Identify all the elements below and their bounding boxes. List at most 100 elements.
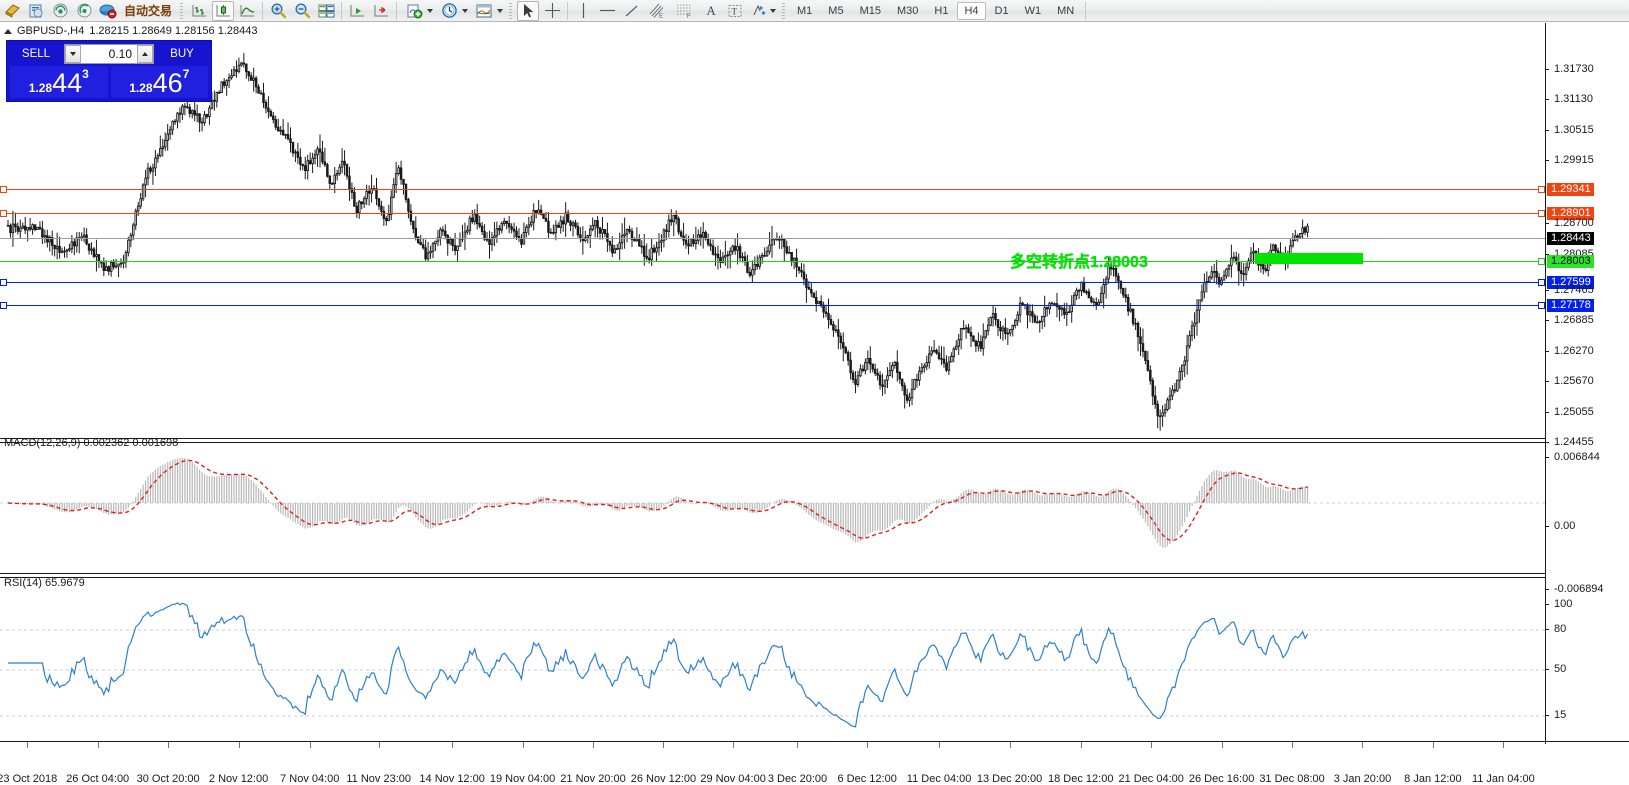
buy-price-sup: 7 <box>182 67 190 81</box>
hline-handle-4[interactable] <box>1538 279 1545 286</box>
annotation-rectangle[interactable] <box>1255 253 1363 264</box>
hline-1-27599[interactable] <box>0 279 1545 286</box>
time-axis-tick <box>1080 742 1082 748</box>
time-axis-label: 13 Dec 20:00 <box>976 773 1043 785</box>
time-axis-tick <box>168 742 170 748</box>
price-badge-1-28443[interactable]: 1.28443 <box>1547 232 1594 245</box>
price-badge-1-28003[interactable]: 1.28003 <box>1547 255 1594 268</box>
hline-1-29341[interactable] <box>0 186 1545 193</box>
open-folder-icon[interactable] <box>25 1 47 21</box>
hline-1-27178[interactable] <box>0 302 1545 309</box>
hline-1-28901[interactable] <box>0 210 1545 217</box>
price-axis-label: 1.26270 <box>1554 345 1594 357</box>
print-preview-icon[interactable] <box>49 1 71 21</box>
cursor-icon[interactable] <box>517 0 540 21</box>
vertical-line-icon[interactable] <box>572 1 594 21</box>
time-axis-label: 11 Dec 04:00 <box>906 773 972 785</box>
zoom-out-icon[interactable] <box>291 1 313 21</box>
hline-handle-5[interactable] <box>1538 302 1545 309</box>
time-axis-label: 6 Dec 12:00 <box>837 773 897 785</box>
line-chart-icon[interactable] <box>236 1 258 21</box>
time-axis-label: 26 Oct 04:00 <box>66 773 130 785</box>
buy-price-display[interactable]: 1.28 46 7 <box>110 66 208 98</box>
bar-chart-icon[interactable] <box>188 1 210 21</box>
timeframe-m5[interactable]: M5 <box>828 4 844 17</box>
timeframe-m15[interactable]: M15 <box>859 4 881 17</box>
timeframe-m30[interactable]: M30 <box>896 4 919 17</box>
toolbar-separator <box>180 2 184 19</box>
hline-current-price <box>0 238 1545 239</box>
rsi-axis-label: 15 <box>1554 709 1567 721</box>
pane-separator-macd-b <box>0 574 1545 575</box>
timeframe-m1[interactable]: M1 <box>797 4 813 17</box>
timeframe-group[interactable]: M1 M5 M15 M30 H1 H4 D1 W1 MN <box>789 1 1082 20</box>
sell-price-display[interactable]: 1.28 44 3 <box>10 66 108 98</box>
rsi-label[interactable]: RSI(14) 65.9679 <box>4 577 85 589</box>
buy-button[interactable]: BUY <box>156 43 208 64</box>
crosshair-icon[interactable] <box>541 1 563 21</box>
fibonacci-icon[interactable]: F <box>672 1 698 21</box>
volume-value[interactable]: 0.10 <box>108 46 132 61</box>
hline-1-28003[interactable] <box>0 258 1545 265</box>
volume-increment-button[interactable] <box>137 44 153 63</box>
chevron-down-icon-3[interactable] <box>497 8 504 13</box>
trendline-icon[interactable] <box>620 1 642 21</box>
sell-button[interactable]: SELL <box>10 43 62 64</box>
shapes-icon[interactable] <box>748 1 770 21</box>
candlestick-chart-icon[interactable] <box>212 0 235 21</box>
time-axis-label: 18 Dec 12:00 <box>1048 773 1114 785</box>
timeframe-mn[interactable]: MN <box>1057 4 1075 17</box>
macd-axis-label-tick <box>1545 457 1549 458</box>
volume-input[interactable]: 0.10 <box>64 43 154 64</box>
price-badge-1-27178[interactable]: 1.27178 <box>1547 299 1594 312</box>
chart-shift-icon[interactable] <box>370 1 392 21</box>
templates-icon[interactable] <box>471 1 497 21</box>
sell-price-lead: 1.28 <box>28 81 53 95</box>
time-axis-label: 3 Jan 20:00 <box>1333 773 1392 785</box>
trade-panel-top-row[interactable]: SELL 0.10 BUY <box>7 41 211 66</box>
time-axis-label: 26 Nov 12:00 <box>630 773 697 785</box>
horizontal-line-icon[interactable] <box>596 1 618 21</box>
time-axis-label: 14 Nov 12:00 <box>419 773 485 785</box>
text-label-icon[interactable]: T <box>724 1 746 21</box>
toolbar-divider-4 <box>567 1 569 20</box>
price-badge-1-29341[interactable]: 1.29341 <box>1547 183 1594 196</box>
new-order-icon[interactable] <box>1 1 23 21</box>
chevron-down-icon-2[interactable] <box>462 8 469 13</box>
hline-handle-1b[interactable] <box>0 186 7 193</box>
equidistant-channel-icon[interactable]: E <box>644 1 670 21</box>
collapse-triangle-icon[interactable] <box>4 28 12 34</box>
broadcast-icon[interactable] <box>73 1 95 21</box>
one-click-trading-panel[interactable]: SELL 0.10 BUY 1.28 44 3 1.28 46 7 <box>6 40 212 102</box>
timeframe-h1[interactable]: H1 <box>934 4 949 17</box>
chevron-down-icon-4[interactable] <box>770 8 777 13</box>
text-icon[interactable]: A <box>706 2 716 18</box>
zoom-in-icon[interactable] <box>267 1 289 21</box>
hline-handle-3[interactable] <box>1538 258 1545 265</box>
price-axis-tick <box>1545 290 1549 291</box>
indicators-icon[interactable] <box>401 1 427 21</box>
hline-handle-2b[interactable] <box>0 210 7 217</box>
tile-windows-icon[interactable] <box>315 1 337 21</box>
hline-handle-1[interactable] <box>1538 186 1545 193</box>
auto-scroll-icon[interactable] <box>346 1 368 21</box>
rsi-axis-label: 50 <box>1554 663 1567 675</box>
expert-advisor-icon[interactable] <box>97 1 119 21</box>
autotrade-label[interactable]: 自动交易 <box>124 4 173 18</box>
chart-area[interactable]: 多空转折点1.28003 MACD(12,26,9) 0.002362 0.00… <box>0 23 1629 785</box>
hline-handle-4b[interactable] <box>0 279 7 286</box>
periods-icon[interactable] <box>436 1 462 21</box>
hline-handle-2[interactable] <box>1538 210 1545 217</box>
macd-label[interactable]: MACD(12,26,9) 0.002362 0.001698 <box>4 437 179 449</box>
annotation-text[interactable]: 多空转折点1.28003 <box>1010 254 1148 271</box>
chevron-down-icon[interactable] <box>427 8 434 13</box>
rsi-axis-label: 80 <box>1554 623 1567 635</box>
timeframe-h4[interactable]: H4 <box>957 1 986 20</box>
price-badge-1-28901[interactable]: 1.28901 <box>1547 207 1594 220</box>
timeframe-w1[interactable]: W1 <box>1024 4 1042 17</box>
main-toolbar[interactable]: 自动交易 <box>0 0 1629 22</box>
volume-decrement-button[interactable] <box>65 44 81 63</box>
timeframe-d1[interactable]: D1 <box>994 4 1009 17</box>
hline-handle-5b[interactable] <box>0 302 7 309</box>
price-badge-1-27599[interactable]: 1.27599 <box>1547 276 1594 289</box>
